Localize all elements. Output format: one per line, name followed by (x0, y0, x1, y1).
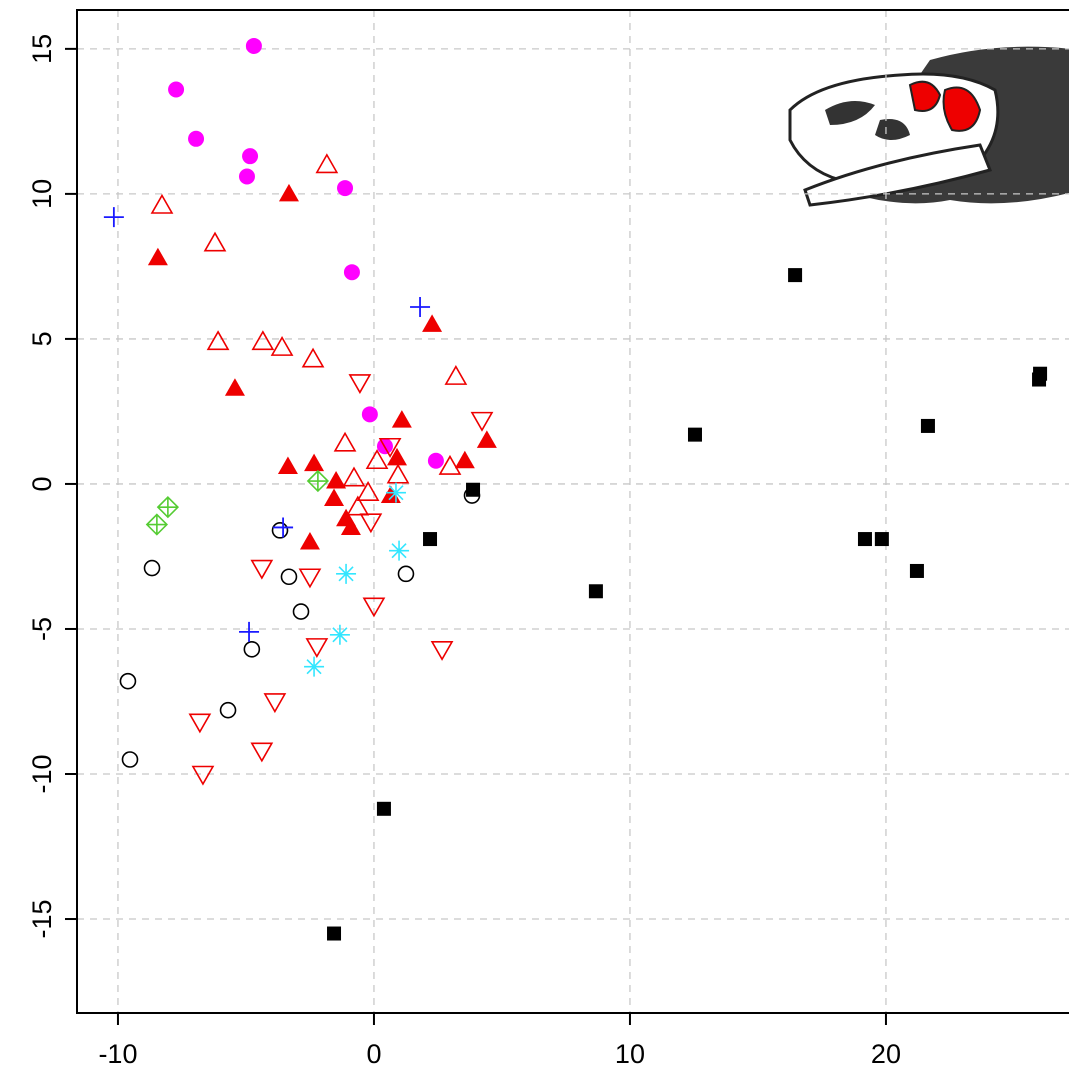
point (385, 482, 406, 503)
point (389, 540, 410, 561)
point (476, 430, 497, 448)
point (378, 437, 402, 458)
point (444, 365, 468, 385)
point (245, 37, 262, 54)
point (243, 640, 261, 658)
point (874, 532, 889, 547)
point (920, 418, 935, 433)
point (324, 488, 345, 506)
point (305, 638, 329, 658)
point (119, 672, 137, 690)
point (273, 517, 294, 538)
point (168, 81, 185, 98)
point (346, 495, 370, 516)
point (857, 532, 872, 547)
point (271, 522, 289, 539)
point (362, 597, 386, 618)
point (430, 640, 454, 661)
point (299, 531, 320, 550)
point (203, 231, 227, 252)
point (147, 247, 168, 266)
point (277, 456, 298, 475)
point (251, 330, 275, 351)
point (386, 463, 410, 484)
y-tick-label: -5 (27, 617, 57, 641)
point (150, 193, 174, 214)
dinosaur-skull (788, 46, 1069, 207)
point (909, 563, 924, 578)
point (438, 454, 462, 475)
point (391, 410, 412, 428)
point (470, 411, 494, 432)
point (687, 427, 702, 442)
point (270, 336, 294, 356)
y-tick-label: 5 (27, 331, 57, 346)
point (337, 180, 354, 197)
point (219, 701, 237, 719)
point (422, 314, 443, 332)
point (397, 565, 415, 583)
point (588, 584, 603, 599)
y-tick-label: 15 (27, 34, 57, 64)
point (348, 374, 372, 395)
point (304, 453, 325, 472)
point (298, 568, 322, 589)
x-tick-label: -10 (98, 1039, 137, 1069)
point (143, 559, 161, 577)
y-tick-label: -10 (27, 754, 57, 793)
point (340, 517, 361, 535)
point (788, 268, 803, 283)
point (387, 447, 407, 466)
y-tick-label: 10 (27, 179, 57, 209)
point (376, 801, 391, 816)
point (224, 378, 245, 396)
x-tick-label: 10 (615, 1039, 645, 1069)
point (263, 693, 287, 714)
point (250, 742, 274, 763)
point (333, 431, 357, 452)
point (410, 297, 431, 318)
point (301, 347, 325, 368)
x-tick-label: 20 (871, 1039, 901, 1069)
point (239, 621, 260, 642)
point (315, 153, 339, 174)
point (242, 148, 259, 165)
point (454, 450, 475, 469)
y-tick-label: -15 (27, 900, 57, 939)
point (327, 926, 342, 941)
point (356, 481, 380, 501)
point (188, 713, 212, 734)
point (103, 207, 124, 228)
point (191, 765, 215, 786)
x-tick-label: 0 (366, 1039, 381, 1069)
point (342, 466, 366, 487)
point (343, 264, 360, 281)
point (1032, 372, 1047, 387)
point (361, 406, 378, 423)
point (280, 568, 298, 586)
y-tick-label: 0 (27, 476, 57, 491)
point (365, 449, 389, 470)
point (306, 469, 330, 493)
point (427, 452, 444, 469)
point (121, 751, 139, 768)
point (423, 532, 438, 547)
point (238, 168, 255, 185)
point (359, 513, 383, 534)
point (250, 559, 274, 580)
plot-area (77, 10, 1069, 1013)
plot-border (76, 9, 1069, 1014)
point (329, 624, 350, 645)
point (292, 603, 310, 620)
point (326, 471, 347, 489)
point (278, 183, 299, 202)
point (206, 330, 230, 351)
point (466, 482, 481, 497)
point (304, 656, 325, 677)
point (145, 513, 169, 536)
point (156, 496, 180, 519)
point (188, 130, 205, 147)
point (336, 563, 357, 584)
